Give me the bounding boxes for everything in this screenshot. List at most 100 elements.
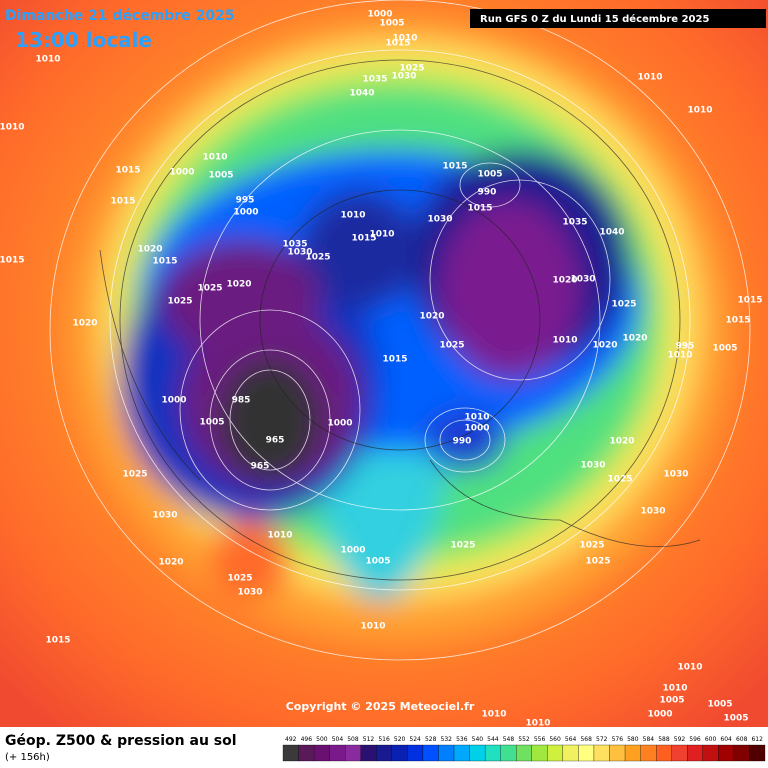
isobar-labels: 1000100510101015102510301035104010101010… (0, 10, 763, 729)
scale-swatch (547, 744, 564, 762)
scale-swatch (329, 744, 346, 762)
isobar-label: 1010 (464, 413, 489, 423)
isobar-label: 965 (251, 462, 270, 472)
scale-label: 568 (580, 736, 592, 743)
isobar-label: 1015 (385, 39, 410, 49)
isobar-label: 1015 (467, 204, 492, 214)
isobar-label: 1010 (202, 153, 227, 163)
isobar-label: 1030 (427, 215, 452, 225)
scale-swatch (531, 744, 548, 762)
isobar-label: 1040 (349, 89, 374, 99)
isobar-label: 1030 (640, 507, 665, 517)
scale-swatch (562, 744, 579, 762)
isobar-label: 1005 (365, 557, 390, 567)
isobar-label: 1020 (419, 312, 444, 322)
isobar-label: 1010 (360, 622, 385, 632)
isobar-label: 1005 (659, 696, 684, 706)
scale-swatch (733, 744, 750, 762)
isobar-label: 1025 (399, 64, 424, 74)
scale-label: 500 (316, 736, 328, 743)
isobar-label: 1015 (725, 316, 750, 326)
scale-label: 588 (658, 736, 670, 743)
scale-label: 528 (425, 736, 437, 743)
scale-swatch (298, 744, 315, 762)
isobar-label: 1025 (611, 300, 636, 310)
isobar-label: 1015 (737, 296, 762, 306)
isobar-label: 1020 (226, 280, 251, 290)
isobar-label: 1005 (707, 700, 732, 710)
scale-swatch (469, 744, 486, 762)
scale-swatch (484, 744, 501, 762)
isobar-label: 1030 (580, 461, 605, 471)
scale-label: 548 (503, 736, 515, 743)
footer-subtitle: (+ 156h) (5, 752, 50, 763)
isobar-label: 1010 (481, 710, 506, 720)
isobar-label: 1005 (712, 344, 737, 354)
scale-label: 544 (487, 736, 499, 743)
scale-label: 492 (285, 736, 297, 743)
isobar-label: 1030 (287, 248, 312, 258)
isobar-label: 1020 (622, 334, 647, 344)
isobar-label: 1000 (327, 419, 352, 429)
scale-label: 524 (409, 736, 421, 743)
scale-label: 612 (751, 736, 763, 743)
isobar-label: 1010 (0, 123, 25, 133)
scale-swatch (407, 744, 424, 762)
isobar-label: 1015 (442, 162, 467, 172)
scale-swatch (593, 744, 610, 762)
scale-swatch (345, 744, 361, 762)
copyright: Copyright © 2025 Meteociel.fr (286, 700, 475, 713)
isobar-label: 1025 (439, 341, 464, 351)
isobar-label: 1015 (0, 256, 25, 266)
isobar-label: 1015 (351, 234, 376, 244)
scale-swatch (438, 744, 455, 762)
isobar-label: 1005 (477, 170, 502, 180)
scale-label: 516 (378, 736, 390, 743)
isobar-label: 1010 (677, 663, 702, 673)
scale-label: 552 (518, 736, 530, 743)
scale-swatch (718, 744, 735, 762)
isobar-label: 1035 (282, 240, 307, 250)
isobar-label: 1025 (450, 541, 475, 551)
isobar-label: 1025 (227, 574, 252, 584)
scale-label: 496 (301, 736, 313, 743)
isobar-label: 1025 (197, 284, 222, 294)
isobar-label: 1010 (267, 531, 292, 541)
isobar-label: 1040 (599, 228, 624, 238)
isobar-label: 1030 (152, 511, 177, 521)
scale-label: 532 (441, 736, 453, 743)
scale-swatch (516, 744, 532, 762)
scale-label: 600 (705, 736, 717, 743)
isobar-label: 995 (236, 196, 255, 206)
isobar-label: 1025 (585, 557, 610, 567)
scale-swatch (360, 744, 377, 762)
scale-swatch (578, 744, 595, 762)
isobar-label: 1010 (637, 73, 662, 83)
scale-swatch (671, 744, 688, 762)
scale-swatch (282, 744, 299, 762)
isobar-label: 1020 (72, 319, 97, 329)
scale-swatch (422, 744, 439, 762)
isobar-label: 1005 (723, 714, 748, 724)
isobar-label: 1020 (137, 245, 162, 255)
isobar-label: 1005 (199, 418, 224, 428)
isobar-label: 990 (478, 188, 497, 198)
isobar-label: 965 (266, 436, 285, 446)
scale-label: 604 (720, 736, 732, 743)
isobar-label: 1000 (233, 208, 258, 218)
scale-label: 608 (736, 736, 748, 743)
isobar-label: 1010 (552, 336, 577, 346)
isobar-label: 985 (232, 396, 251, 406)
isobar-label: 1010 (525, 719, 550, 729)
isobar-label: 1020 (592, 341, 617, 351)
run-box (470, 9, 766, 28)
scale-swatch (656, 744, 672, 762)
isobar-label: 1000 (340, 546, 365, 556)
scale-label: 540 (472, 736, 484, 743)
isobar-label: 1000 (161, 396, 186, 406)
isobar-label: 1035 (362, 75, 387, 85)
time: 13:00 locale (15, 28, 152, 52)
map-field (0, 0, 768, 727)
